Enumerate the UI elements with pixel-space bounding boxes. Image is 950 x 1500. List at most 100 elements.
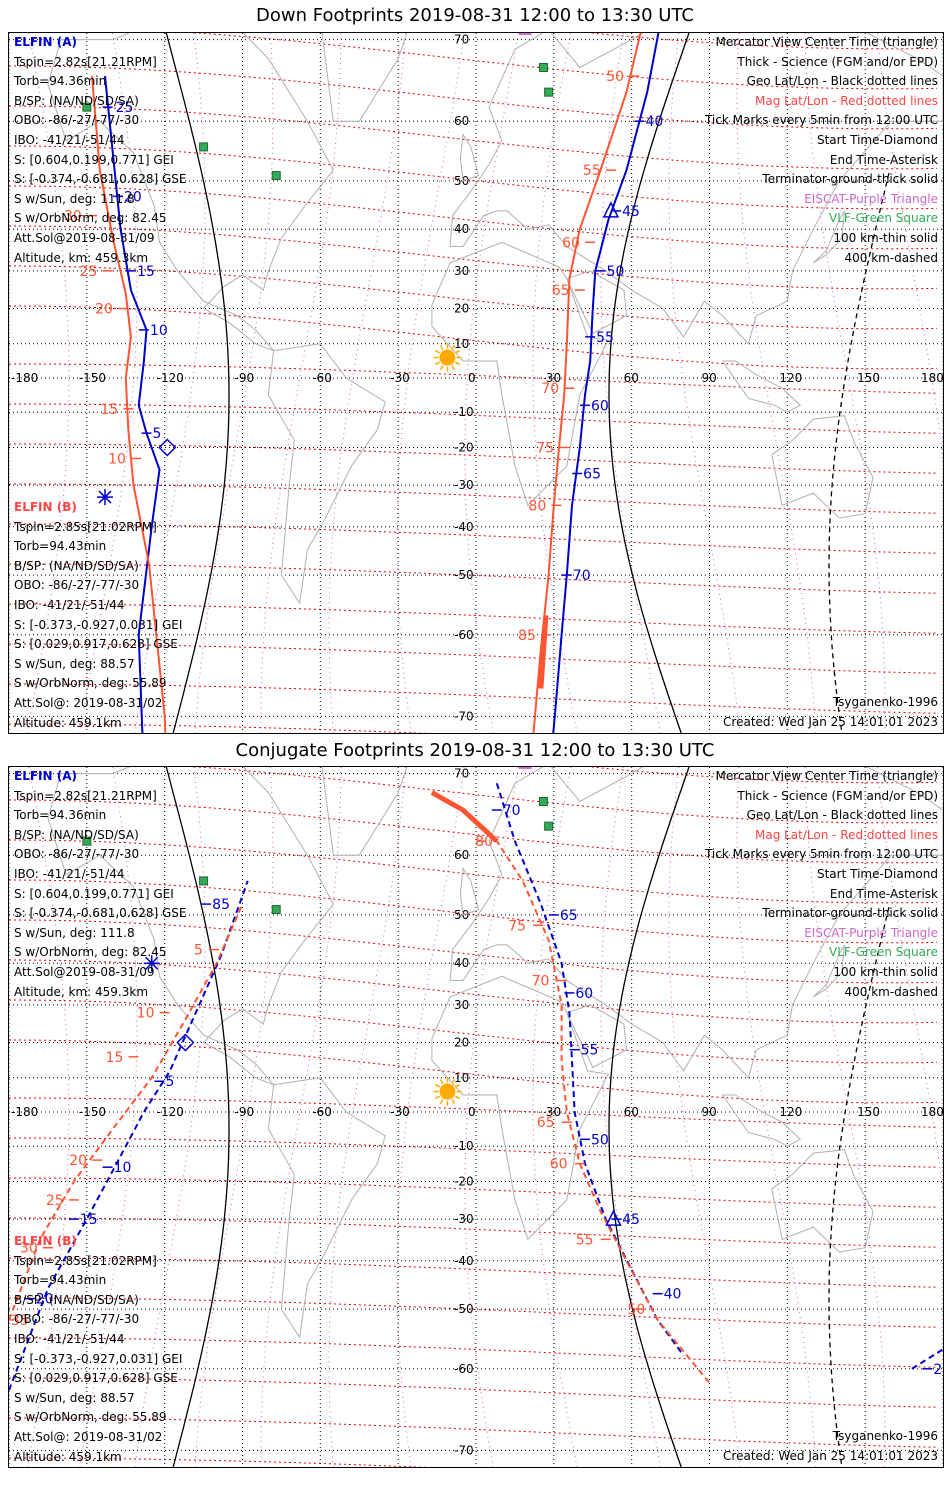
elfin-a-info: ELFIN (A) Tspin=2.82s[21.21RPM] Torb=94.…: [14, 767, 187, 1002]
legend-line: End Time-Asterisk: [829, 886, 938, 901]
sun-icon: [433, 1077, 462, 1106]
sun-ray: [439, 345, 444, 351]
elfin-a-minute-label: 10: [150, 323, 168, 339]
lat-tick-label: -60: [454, 1362, 474, 1376]
elfin-a-minute-label: 10: [114, 1160, 132, 1176]
elfin-a-line: S w/Sun, deg: 111.8: [14, 191, 135, 206]
legend-line: 400 km-dashed: [844, 984, 938, 999]
legend-line: 100 km-thin solid: [833, 230, 938, 245]
lon-tick-label: 30: [546, 1105, 561, 1119]
down-footprints-title: Down Footprints 2019-08-31 12:00 to 13:3…: [256, 5, 694, 26]
terminator-line: [608, 33, 690, 733]
lon-tick-label: -30: [390, 1105, 410, 1119]
vlf-square: [199, 876, 209, 886]
vlf-square: [82, 836, 92, 846]
elfin-a-line: IBO: -41/21/-51/44: [14, 132, 125, 147]
sun-disc: [439, 349, 456, 366]
elfin-b-line: S w/Sun, deg: 88.57: [14, 1390, 135, 1405]
elfin-b-minute-label: 30: [20, 1241, 38, 1257]
vlf-square: [538, 62, 548, 72]
elfin-b-line: S w/OrbNorm, deg: 55.89: [14, 1410, 167, 1425]
elfin-b-line: S: [0.029,0.917,0.628] GSE: [14, 1371, 178, 1386]
vlf-square: [538, 796, 548, 806]
terminator-line: [608, 767, 690, 1467]
elfin-b-minute-label: 35: [11, 1313, 29, 1329]
elfin-a-line: S: [-0.374,-0.681,0.628] GSE: [14, 906, 187, 921]
elfin-a-line: S: [0.604,0.199,0.771] GEI: [14, 152, 174, 167]
sun-ray: [454, 361, 460, 366]
legend-line: Mag Lat/Lon - Red dotted lines: [754, 93, 938, 108]
lat-tick-label: 40: [454, 956, 469, 970]
elfin-a-minute-label: 55: [596, 330, 614, 346]
sun-icon: [433, 343, 462, 372]
sun-ray: [451, 1079, 456, 1085]
elfin-b-minute-label: 55: [583, 163, 601, 179]
elfin-b-minute-label: 75: [536, 440, 554, 456]
created-date: Created: Wed Jan 25 14:01:01 2023: [723, 714, 938, 729]
coastline: [321, 33, 408, 122]
legend-line: Geo Lat/Lon - Black dotted lines: [746, 808, 938, 823]
model-name: Tsyganenko-1996: [832, 1429, 938, 1443]
conjugate-footprints-map: 70 60 50 40 30 20 10 -10 -20 -30 -40 -50 -60 -70 -180-…: [8, 766, 944, 1468]
coastline: [449, 33, 943, 345]
elfin-b-line: Altitude: 459.1km: [14, 1449, 122, 1464]
elfin-a-minute-label: 15: [137, 264, 155, 280]
elfin-b-track: [532, 33, 642, 733]
elfin-a-line: B/SP: (NA/ND/SD/SA): [14, 93, 139, 108]
elfin-a-minute-label: 25: [933, 1362, 943, 1378]
lon-tick-label: 0: [468, 371, 476, 385]
lon-tick-label: -150: [79, 371, 106, 385]
lat-tick-label: 30: [454, 264, 469, 278]
elfin-a-line: Tspin=2.82s[21.21RPM]: [14, 788, 157, 803]
lat-tick-label: -10: [454, 1139, 474, 1153]
lat-tick-label: 40: [454, 222, 469, 236]
legend-line: Thick - Science (FGM and/or EPD): [737, 788, 938, 803]
down-footprints-map: 70 60 50 40 30 20 10 -10 -20 -30 -40 -50 -60 -70 -180-…: [8, 32, 944, 734]
coastline: [459, 866, 480, 916]
legend-line: Mag Lat/Lon - Red dotted lines: [754, 827, 938, 842]
elfin-a-minute-label: 70: [573, 568, 591, 584]
lon-tick-label: 150: [857, 1105, 880, 1119]
coastline: [431, 975, 610, 1241]
elfin-b-line: OBO: -86/-27/-77/-30: [14, 578, 140, 593]
lon-tick-label: 90: [702, 1105, 717, 1119]
elfin-a-track: [104, 75, 161, 733]
elfin-b-minute-label: 20: [69, 1153, 87, 1169]
elfin-b-minute-label: 80: [528, 498, 546, 514]
sun-disc: [439, 1083, 456, 1100]
sun-ray: [454, 1083, 460, 1088]
elfin-a-minute-label: 65: [560, 908, 578, 924]
mag-lat-line: [586, 33, 938, 50]
legend-line: VLF-Green Square: [829, 211, 938, 226]
elfin-b-minute-label: 25: [46, 1193, 64, 1209]
elfin-b-minute-label: 15: [100, 402, 118, 418]
lat-tick-label: 20: [454, 302, 469, 316]
elfin-b-line: S: [0.029,0.917,0.628] GSE: [14, 637, 178, 652]
mag-lat-line: [9, 305, 938, 370]
elfin-b-science-segment: [538, 615, 549, 689]
elfin-a-minute-label: 25: [116, 100, 134, 116]
coastline: [321, 767, 408, 856]
mag-lat-line: [9, 799, 938, 864]
legend-line: Terminator-ground-thick solid: [762, 906, 938, 921]
elfin-b-track: [91, 75, 167, 733]
coastline: [459, 132, 480, 182]
eiscat-triangle: [518, 33, 533, 35]
lat-tick-label: 10: [454, 337, 469, 351]
down-map-svg: 70605040302010-10-20-30-40-50-60-70-180-…: [9, 33, 943, 733]
lat-tick-label: -20: [454, 440, 474, 454]
lon-tick-label: 150: [857, 371, 880, 385]
elfin-b-line: Att.Sol@: 2019-08-31/02: [14, 1429, 163, 1444]
elfin-a-line: B/SP: (NA/ND/SD/SA): [14, 827, 139, 842]
vlf-square: [544, 821, 554, 831]
elfin-a-minute-label: 45: [622, 1212, 640, 1228]
elfin-b-minute-label: 25: [80, 264, 98, 280]
lat-tick-label: 50: [454, 908, 469, 922]
elfin-b-line: IBO: -41/21/-51/44: [14, 1331, 125, 1346]
center-triangle: [605, 1209, 622, 1226]
vlf-square: [82, 102, 92, 112]
legend-line: Terminator-ground-thick solid: [762, 172, 938, 187]
legend: Mercator View Center Time (triangle) Thi…: [705, 767, 938, 1002]
lat-tick-label: 30: [454, 998, 469, 1012]
terminator-line: [165, 767, 230, 1467]
